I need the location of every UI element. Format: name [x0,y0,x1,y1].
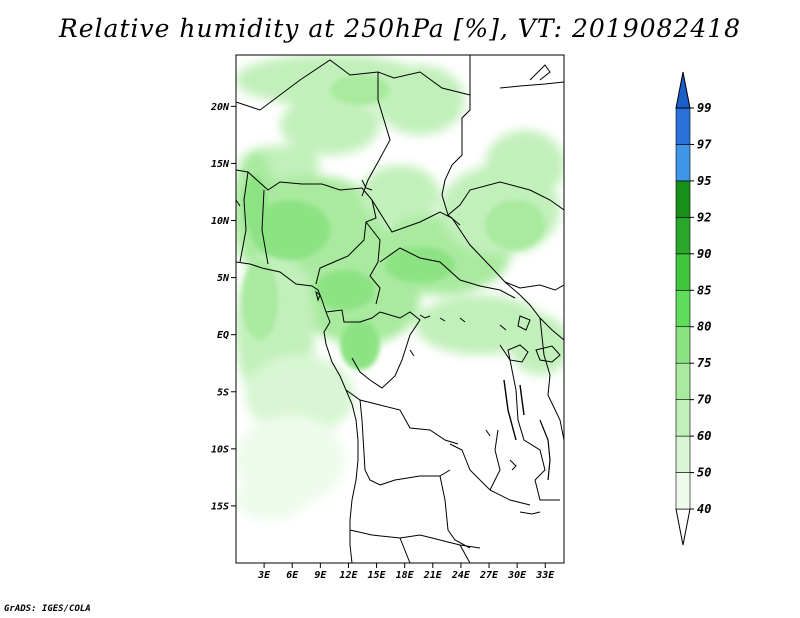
colorbar-label: 80 [697,320,711,334]
humidity-region [243,175,267,235]
country-borders [236,55,564,563]
colorbar-bin [675,362,691,400]
colorbar-low-cap [675,508,691,546]
humidity-region [315,270,375,310]
humidity-region [375,65,465,135]
colorbar-label: 75 [697,356,711,370]
lon-tick-label: 6E [286,570,299,581]
lon-tick-label: 18E [396,570,415,581]
lat-tick-label: 15N [211,159,230,170]
lat-tick-label: 5S [217,387,229,398]
humidity-region [340,320,380,370]
colorbar-label: 95 [697,174,711,188]
lon-tick-label: 15E [368,570,387,581]
colorbar-label: 99 [697,101,711,115]
map-title: Relative humidity at 250hPa [%], VT: 201… [58,14,742,43]
colorbar-label: 92 [697,210,711,224]
latitude-axis: 20N 15N 10N 5N EQ 5S 10S 15S [210,102,236,512]
humidity-region [360,165,440,225]
humidity-region [385,247,455,283]
humidity-region [330,75,390,105]
longitude-axis: 3E 6E 9E 12E 15E 18E 21E 24E 27E 30E 33E [257,563,555,581]
lon-tick-label: 24E [451,570,471,581]
colorbar-label: 90 [697,247,711,261]
colorbar-bin [675,435,691,473]
grads-credit: GrADS: IGES/COLA [4,604,91,614]
colorbar-bin [675,107,691,145]
humidity-region [245,355,355,435]
lon-tick-label: 30E [507,570,527,581]
lon-tick-label: 33E [535,570,555,581]
colorbar-label: 85 [697,283,711,297]
lat-tick-label: 5N [217,273,230,284]
colorbar-label: 40 [697,502,711,516]
colorbar-bin [675,326,691,364]
colorbar-bin [675,399,691,437]
lat-tick-label: EQ [217,330,229,341]
lon-tick-label: 27E [479,570,499,581]
map-frame [235,54,565,564]
humidity-field [236,55,564,520]
colorbar-bin [675,180,691,218]
lon-tick-label: 12E [339,570,358,581]
colorbar-label: 70 [697,393,711,407]
humidity-region [250,200,330,260]
lon-tick-label: 9E [314,570,327,581]
colorbar-label: 97 [697,137,712,151]
lon-tick-label: 3E [257,570,271,581]
lat-tick-label: 10S [211,444,229,455]
lon-tick-label: 21E [423,570,443,581]
humidity-region [242,260,278,340]
humidity-region [236,480,305,520]
colorbar-label: 50 [697,466,711,480]
colorbar-bin [675,472,691,510]
colorbar-label: 60 [697,429,711,443]
humidity-region [485,130,564,200]
lat-tick-label: 10N [211,216,230,227]
lat-tick-label: 15S [211,501,229,512]
colorbar-bin [675,217,691,255]
lat-tick-label: 20N [210,102,230,113]
colorbar-bin [675,253,691,291]
colorbar-bin [675,144,691,182]
colorbar: 99 97 95 92 90 85 80 75 70 60 50 40 [675,71,712,546]
colorbar-bin [675,289,691,328]
humidity-region [280,95,380,155]
colorbar-high-cap [675,71,691,109]
humidity-region [485,200,545,250]
